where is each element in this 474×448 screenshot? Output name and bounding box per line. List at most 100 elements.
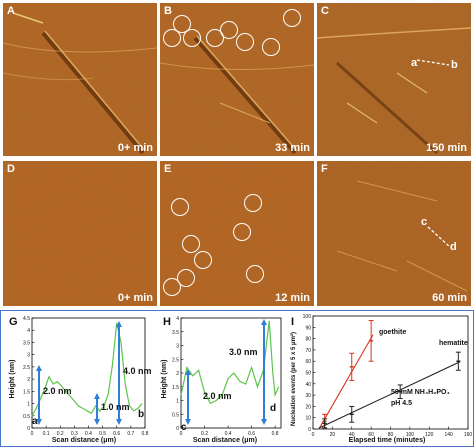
h-x-tick-label: 0.8: [272, 431, 279, 437]
y-axis-label-h: Height (nm): [161, 360, 168, 399]
annotation-g1: 2.0 nm: [43, 386, 72, 396]
annotation-h2: 3.0 nm: [229, 347, 258, 357]
panel-label-e: E: [164, 163, 172, 175]
nucleation-circle: [283, 9, 301, 27]
afm-panel-e: E 12 min: [160, 161, 314, 306]
profile-point-d: d: [450, 241, 457, 253]
nucleation-circle: [182, 235, 200, 253]
graphs-frame: G Height (nm) Scan distance (μm) 0 0.5 1 1.…: [0, 310, 474, 447]
end-label-c: c: [181, 422, 187, 433]
afm-panel-c: a b C 150 min: [317, 3, 471, 156]
i-y-tick-label: 30: [305, 393, 311, 399]
x-axis-label-g: Scan distance (μm): [52, 437, 116, 444]
h-y-tick-label: 0.5: [172, 412, 179, 418]
nucleation-circle: [233, 223, 251, 241]
g-x-tick-label: 0.6: [113, 431, 120, 437]
afm-texture-c: [317, 3, 471, 156]
time-label-e: 12 min: [275, 292, 310, 304]
nucleation-circle: [194, 251, 212, 269]
nucleation-circle: [163, 29, 181, 47]
i-x-tick-label: 140: [444, 432, 453, 438]
i-y-tick-label: 20: [305, 404, 311, 410]
end-label-d: d: [270, 403, 276, 414]
series-label-goethite: goethite: [379, 329, 406, 336]
h-y-tick-label: 0: [176, 426, 179, 432]
profile-point-c: c: [421, 216, 428, 228]
g-y-tick-label: 4: [27, 328, 30, 334]
h-y-tick-label: 3: [176, 344, 179, 350]
i-y-tick-label: 100: [303, 314, 312, 320]
nucleation-circle: [163, 278, 181, 296]
g-x-tick-label: 0.8: [142, 431, 149, 437]
g-y-tick-label: 1: [27, 402, 30, 408]
h-x-tick-label: 0.2: [201, 431, 208, 437]
condition-label-1: 50 mM NH₄H₂PO₄: [391, 389, 450, 396]
afm-panel-b: B 33 min: [160, 3, 314, 156]
afm-panel-d: D 0+ min: [3, 161, 157, 306]
nucleation-circle: [262, 38, 280, 56]
h-y-tick-label: 4: [176, 316, 179, 322]
h-y-tick-label: 3.5: [172, 330, 179, 336]
h-x-tick-label: 0.6: [248, 431, 255, 437]
g-y-tick-label: 0.5: [23, 414, 30, 420]
g-x-tick-label: 0: [31, 431, 34, 437]
panel-label-d: D: [7, 163, 15, 175]
afm-panel-a: A 0+ min: [3, 3, 157, 156]
nucleation-circle: [236, 33, 254, 51]
g-x-tick-label: 0.5: [99, 431, 106, 437]
nucleation-circle: [173, 15, 191, 33]
h-y-tick-label: 2.5: [172, 357, 179, 363]
i-y-tick-label: 50: [305, 371, 311, 377]
panel-label-g: G: [9, 316, 18, 328]
nucleation-circle: [206, 29, 224, 47]
g-x-tick-label: 0.2: [57, 431, 64, 437]
y-axis-label-i: Nucleation events (per 5 x 5 μm²): [290, 332, 297, 426]
time-label-a: 0+ min: [117, 142, 153, 154]
x-axis-label-h: Scan distance (μm): [193, 437, 257, 444]
end-label-a: a: [32, 416, 38, 427]
i-y-tick-label: 90: [305, 325, 311, 331]
g-y-tick-label: 1.5: [23, 389, 30, 395]
g-x-tick-label: 0.7: [127, 431, 134, 437]
i-y-tick-label: 10: [305, 416, 311, 422]
x-axis-label-i: Elapsed time (minutes): [349, 437, 426, 444]
i-y-tick-label: 70: [305, 348, 311, 354]
nucleation-rate-chart-i: I Nucleation events (per 5 x 5 μm²) Elap…: [290, 314, 473, 444]
panel-label-b: B: [164, 5, 172, 17]
condition-label-2: pH 4.5: [391, 400, 412, 407]
panel-label-h: H: [163, 316, 171, 328]
i-x-tick-label: 40: [349, 432, 355, 438]
nucleation-circle: [246, 265, 264, 283]
h-x-tick-label: 0: [180, 431, 183, 437]
i-x-tick-label: 120: [425, 432, 434, 438]
time-label-b: 33 min: [275, 142, 310, 154]
afm-texture-f: [317, 161, 471, 306]
panel-label-f: F: [321, 163, 328, 175]
fit-line-hematite: [318, 361, 461, 429]
h-y-tick-label: 1.5: [172, 385, 179, 391]
annotation-g2: 1.0 nm: [101, 402, 130, 412]
series-line-g: [31, 322, 143, 417]
h-x-tick-label: 0.4: [225, 431, 232, 437]
g-x-tick-label: 0.1: [43, 431, 50, 437]
nucleation-circle: [244, 194, 262, 212]
panel-label-c: C: [321, 5, 329, 17]
time-label-f: 60 min: [432, 292, 467, 304]
g-y-tick-label: 0: [27, 426, 30, 432]
i-x-tick-label: 160: [464, 432, 473, 438]
series-line-h: [180, 320, 280, 405]
afm-texture-a: [3, 3, 157, 156]
nucleation-circle: [177, 269, 195, 287]
series-label-hematite: hematite: [439, 340, 468, 347]
i-x-tick-label: 80: [388, 432, 394, 438]
g-x-tick-label: 0.4: [85, 431, 92, 437]
nucleation-circle: [171, 198, 189, 216]
nucleation-circle: [183, 29, 201, 47]
end-label-b: b: [138, 409, 144, 420]
i-y-tick-label: 60: [305, 359, 311, 365]
h-y-tick-label: 2: [176, 371, 179, 377]
h-y-tick-label: 1: [176, 399, 179, 405]
fit-line-goethite: [318, 334, 374, 430]
y-axis-label-g: Height (nm): [9, 360, 16, 399]
i-y-tick-label: 80: [305, 337, 311, 343]
